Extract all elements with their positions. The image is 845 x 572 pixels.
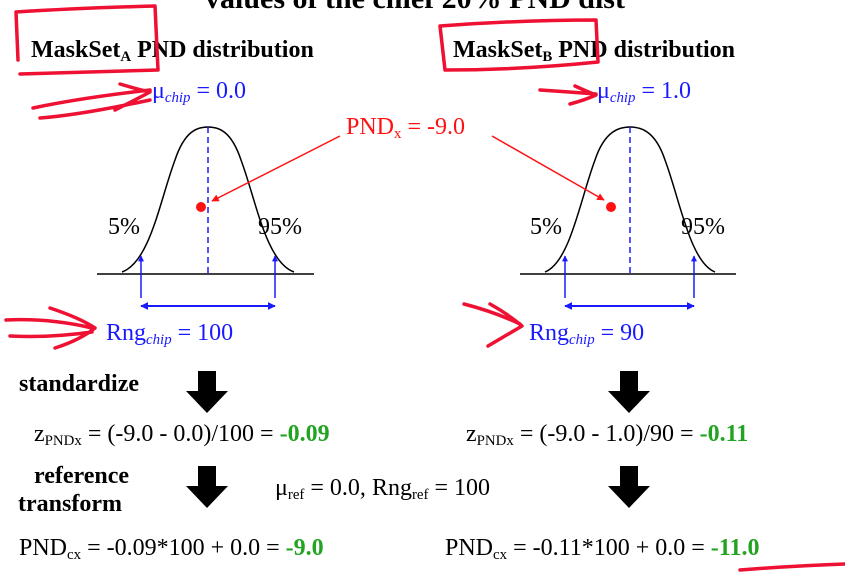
right-title-box-annotation [438, 18, 600, 72]
left-bell-curve-group [97, 126, 314, 310]
right-bell-curve-group [520, 126, 736, 310]
left-mask-name: MaskSet [31, 37, 121, 63]
z-left-result: -0.09 [279, 421, 330, 447]
z-right-result: -0.11 [699, 421, 749, 447]
standardize-arrow-left [186, 371, 228, 413]
right-rng-chip-label: Rngchip = 90 [529, 320, 645, 349]
right-dist-label: PND distribution [558, 37, 735, 63]
pnd-cx-right-result: -11.0 [710, 535, 760, 561]
right-mu-scribble [538, 84, 598, 106]
left-title-box-annotation [14, 4, 160, 76]
left-distribution-title: MaskSetA PND distribution [31, 37, 314, 66]
right-pnd-dot [606, 202, 616, 212]
right-mu-chip-label: μchip = 1.0 [597, 78, 692, 107]
left-mu-value: = 0.0 [190, 78, 247, 104]
pnd-callout-arrow-right [491, 135, 605, 201]
left-rng-chip-label: Rngchip = 100 [106, 320, 234, 349]
handwritten-annotations [4, 4, 845, 572]
right-mu-value: = 1.0 [635, 78, 692, 104]
left-mu-sub: chip [164, 90, 191, 107]
left-pnd-dot [196, 202, 206, 212]
right-pct-low: 5% [530, 214, 562, 240]
bottom-right-underline [738, 562, 845, 572]
pnd-x-label: PNDx = -9.0 [346, 114, 465, 143]
left-mu-chip-label: μchip = 0.0 [152, 78, 247, 107]
standardize-arrow-right [608, 371, 650, 413]
z-left-equation: zPNDx = (-9.0 - 0.0)/100 = -0.09 [34, 421, 330, 450]
transform-label: transform [18, 491, 122, 517]
left-mask-sub: A [120, 49, 132, 66]
right-mu-sub: chip [609, 90, 636, 107]
reference-parameters: μref = 0.0, Rngref = 100 [275, 475, 491, 504]
right-rng-scribble [462, 302, 524, 348]
pnd-cx-left-result: -9.0 [285, 535, 324, 561]
left-mu-symbol: μ [152, 78, 165, 104]
left-mu-scribble [31, 82, 152, 120]
transform-arrow-left [186, 466, 228, 508]
reference-label: reference [34, 463, 130, 489]
right-distribution-title: MaskSetB PND distribution [453, 37, 735, 66]
pnd-callout-arrow-left [211, 135, 341, 202]
pnd-cx-right-equation: PNDcx = -0.11*100 + 0.0 = -11.0 [445, 535, 760, 564]
right-mask-sub: B [542, 49, 553, 66]
step-arrows [186, 371, 650, 508]
left-rng-scribble [4, 306, 97, 350]
standardize-label: standardize [19, 371, 139, 397]
left-dist-label: PND distribution [137, 37, 314, 63]
title-fragment: values of the chief 20% PND dist [205, 0, 625, 14]
transform-arrow-right [608, 466, 650, 508]
pnd-cx-left-equation: PNDcx = -0.09*100 + 0.0 = -9.0 [19, 535, 324, 564]
right-mu-symbol: μ [597, 78, 610, 104]
left-pct-low: 5% [108, 214, 140, 240]
z-right-equation: zPNDx = (-9.0 - 1.0)/90 = -0.11 [466, 421, 749, 450]
right-mask-name: MaskSet [453, 37, 543, 63]
